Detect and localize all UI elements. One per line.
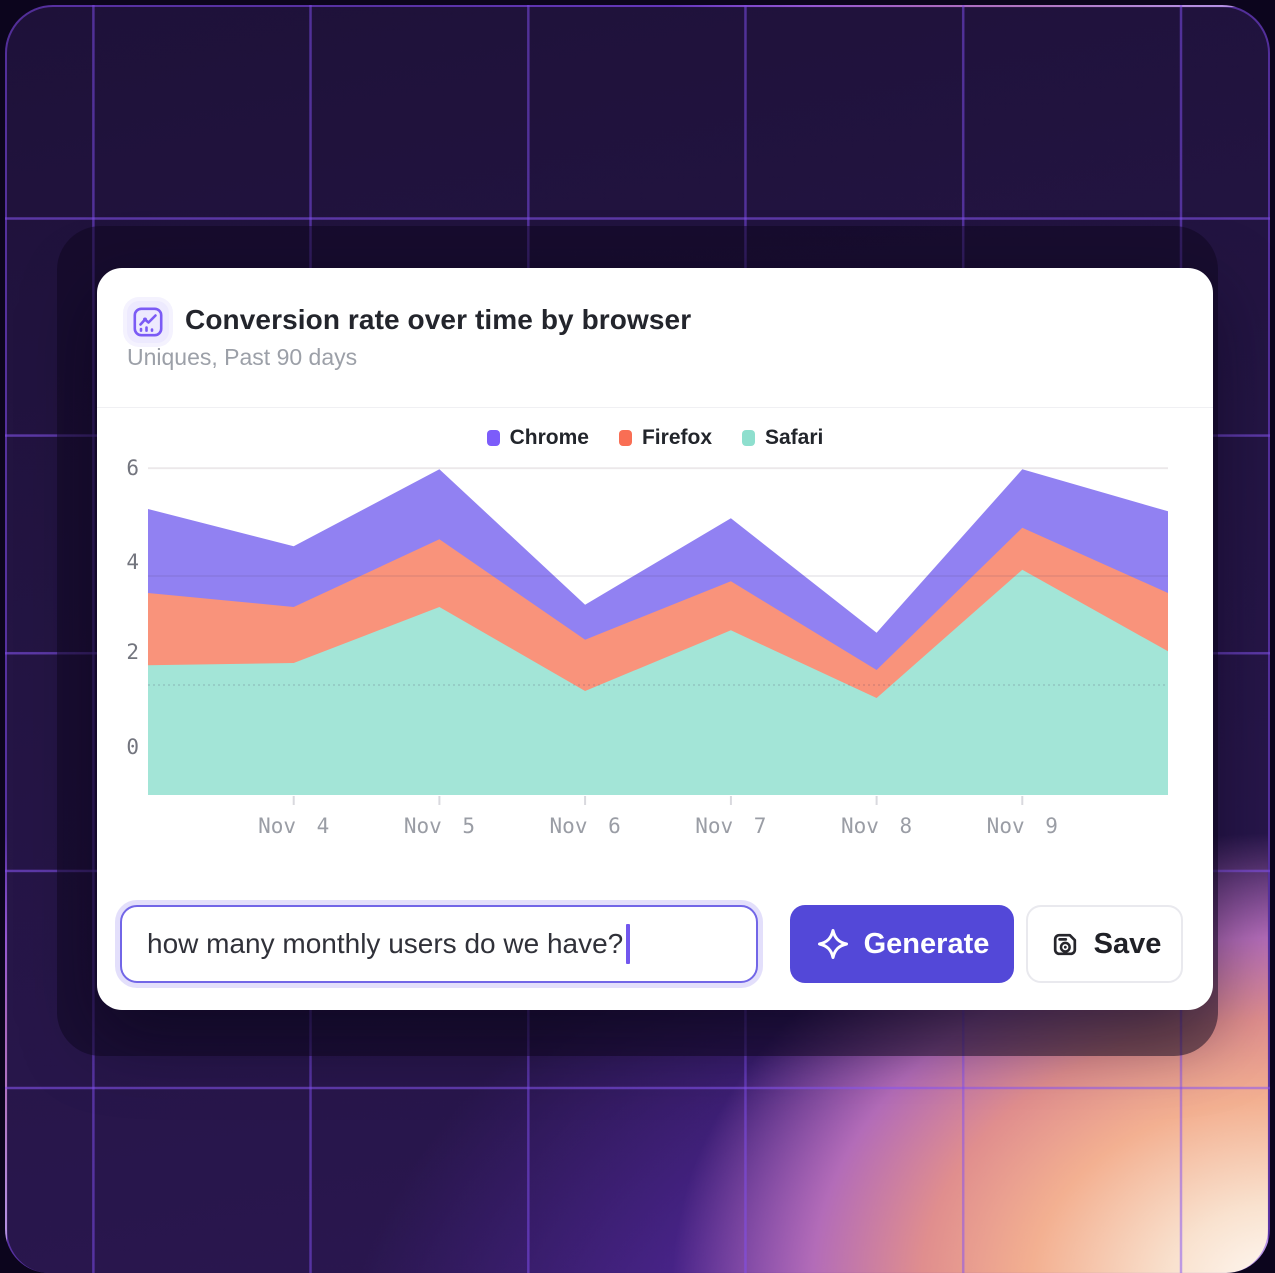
prompt-input-value: how many monthly users do we have?	[147, 928, 624, 959]
sparkle-icon	[815, 926, 851, 962]
legend-swatch	[486, 430, 500, 446]
save-button[interactable]: Save	[1026, 905, 1183, 983]
chart-card: Conversion rate over time by browser Uni…	[97, 268, 1213, 1010]
y-axis-tick-label: 6	[126, 456, 139, 480]
x-axis-tick-label: Nov 8	[840, 814, 913, 838]
generate-button[interactable]: Generate	[790, 905, 1014, 983]
legend-label: Safari	[765, 426, 824, 449]
header-divider	[97, 407, 1213, 408]
combo-chart-icon	[127, 301, 169, 343]
chart-legend: Chrome Firefox Safari	[97, 426, 1213, 450]
area-chart	[148, 467, 1168, 807]
legend-swatch	[618, 430, 632, 446]
x-axis-tick-label: Nov 6	[549, 814, 621, 838]
x-axis-tick-label: Nov 5	[403, 814, 476, 838]
prompt-input[interactable]: how many monthly users do we have?	[120, 905, 758, 983]
generate-button-label: Generate	[863, 927, 990, 960]
save-button-label: Save	[1093, 927, 1162, 960]
legend-item-chrome: Chrome	[486, 426, 589, 450]
x-axis-tick-label: Nov 4	[258, 814, 330, 838]
legend-label: Chrome	[509, 426, 589, 449]
x-axis-tick-label: Nov 9	[986, 814, 1058, 838]
text-cursor	[626, 924, 630, 964]
chart-subtitle: Uniques, Past 90 days	[127, 344, 358, 370]
legend-item-firefox: Firefox	[618, 426, 712, 450]
area-chart-canvas	[148, 467, 1168, 805]
area-safari	[148, 569, 1168, 795]
x-axis-tick-label: Nov 7	[695, 814, 767, 838]
y-axis-tick-label: 0	[126, 735, 139, 759]
y-axis-tick-label: 2	[126, 640, 139, 664]
legend-swatch	[742, 430, 755, 446]
page-title: Conversion rate over time by browser	[185, 304, 692, 335]
legend-label: Firefox	[641, 426, 712, 449]
y-axis-tick-label: 4	[126, 550, 139, 574]
save-icon	[1048, 927, 1082, 961]
legend-item-safari: Safari	[742, 426, 823, 450]
